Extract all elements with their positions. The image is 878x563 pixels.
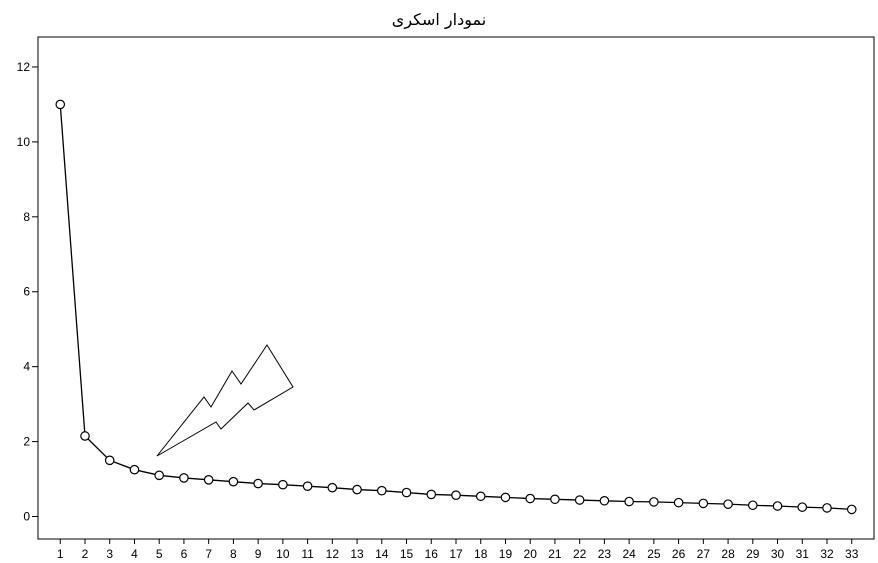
x-tick-label: 27: [697, 547, 711, 561]
data-point: [55, 99, 66, 110]
x-tick-label: 26: [672, 547, 686, 561]
y-tick-label: 12: [17, 60, 31, 74]
x-tick-label: 18: [474, 547, 488, 561]
x-tick-label: 28: [721, 547, 735, 561]
data-point: [797, 502, 808, 512]
data-point: [401, 487, 412, 498]
x-tick-label: 10: [276, 547, 290, 561]
y-tick-label: 8: [23, 210, 30, 224]
y-tick-label: 2: [23, 435, 30, 449]
x-tick-label: 2: [82, 547, 89, 561]
data-point: [451, 490, 461, 500]
data-point: [649, 497, 659, 507]
y-tick-label: 0: [23, 510, 30, 524]
chart-title: نمودار اسکری: [391, 10, 487, 29]
data-point: [352, 484, 362, 495]
y-axis: 0 2 4 6 8 10 12: [17, 60, 38, 524]
data-point: [673, 497, 684, 508]
data-point: [723, 499, 733, 509]
data-point: [228, 476, 239, 487]
data-point: [500, 492, 511, 503]
x-tick-label: 31: [796, 547, 810, 561]
data-point: [846, 504, 857, 515]
x-tick-label: 7: [205, 547, 212, 561]
series-line: [59, 104, 852, 511]
x-tick-label: 9: [255, 547, 262, 561]
data-point: [278, 479, 288, 490]
x-tick-label: 14: [375, 547, 389, 561]
data-point: [698, 498, 709, 509]
data-point: [104, 455, 115, 466]
annotation-arrow: [156, 344, 294, 457]
x-tick-label: 33: [845, 547, 859, 561]
data-point: [748, 500, 758, 511]
data-point: [822, 503, 832, 513]
y-tick-label: 10: [17, 135, 31, 149]
y-tick-label: 6: [23, 285, 30, 299]
x-tick-label: 11: [301, 547, 314, 561]
x-tick-label: 20: [524, 547, 538, 561]
data-point: [772, 501, 783, 511]
data-point: [129, 464, 140, 475]
x-tick-label: 12: [326, 547, 340, 561]
data-point: [154, 470, 164, 481]
y-tick-label: 4: [23, 360, 30, 374]
x-tick-label: 8: [230, 547, 237, 561]
data-point: [179, 473, 189, 483]
x-tick-label: 32: [820, 547, 834, 561]
data-point: [302, 481, 313, 491]
x-tick-label: 17: [449, 547, 463, 561]
data-point: [475, 491, 486, 502]
plot-frame: [37, 36, 875, 540]
x-tick-label: 13: [350, 547, 364, 561]
x-tick-label: 19: [499, 547, 513, 561]
x-tick-label: 1: [57, 547, 64, 561]
data-point: [203, 475, 214, 485]
data-point: [574, 495, 585, 505]
x-tick-label: 30: [771, 547, 785, 561]
x-tick-label: 15: [400, 547, 414, 561]
data-point: [253, 478, 263, 489]
x-tick-label: 4: [131, 547, 138, 561]
data-point: [376, 485, 387, 496]
data-point: [525, 493, 536, 504]
x-tick-label: 22: [573, 547, 587, 561]
x-tick-label: 21: [548, 547, 562, 561]
data-point: [327, 482, 338, 493]
x-tick-label: 5: [156, 547, 163, 561]
x-tick-label: 16: [425, 547, 439, 561]
data-point: [80, 431, 90, 441]
x-tick-label: 29: [746, 547, 760, 561]
x-axis: 1 2 3 4 5 6 7 8 9 10 11 12 13 14 15 16 17 18 19 20 21 22 23 24 2…: [57, 539, 859, 561]
x-tick-label: 6: [181, 547, 188, 561]
data-point: [550, 494, 560, 505]
x-tick-label: 3: [106, 547, 113, 561]
x-tick-label: 23: [598, 547, 612, 561]
x-tick-label: 24: [622, 547, 636, 561]
data-point: [624, 496, 634, 507]
data-point: [599, 495, 610, 506]
series-group: [55, 99, 857, 515]
data-point: [426, 489, 437, 500]
x-tick-label: 25: [647, 547, 661, 561]
